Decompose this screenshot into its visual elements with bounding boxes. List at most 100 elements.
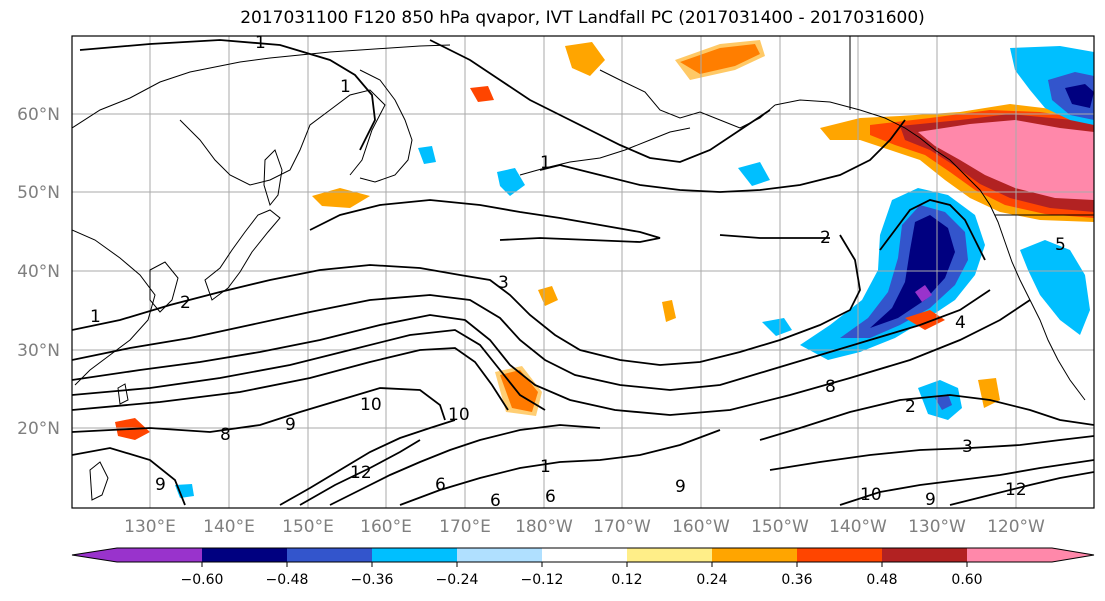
coast-okhotsk	[179, 89, 386, 186]
contour-8	[72, 329, 546, 411]
colorbar-segment	[202, 548, 287, 562]
lat-label: 60°N	[17, 105, 60, 125]
coast-kamchatka	[359, 69, 413, 183]
contour-label: 3	[962, 437, 973, 457]
contour-east-12	[949, 471, 1094, 506]
lon-label: 180°W	[515, 517, 573, 537]
colorbar-segment	[967, 548, 1052, 562]
lon-label: 160°W	[672, 517, 730, 537]
colorbar-tick-label: 0.24	[696, 572, 727, 588]
coast-alaska-south	[774, 99, 991, 206]
contour-1-north	[79, 39, 376, 151]
colorbar-segment	[797, 548, 882, 562]
colorbar-segment	[117, 548, 202, 562]
colorbar-tick-label: −0.60	[181, 572, 224, 588]
shade-bc-pink	[918, 120, 1094, 200]
contour-12	[279, 419, 456, 506]
shade-aleutian-orange	[565, 42, 605, 76]
lon-label: 120°W	[987, 517, 1045, 537]
coast-siberia	[72, 44, 451, 129]
colorbar-tick-label: 0.36	[781, 572, 812, 588]
contour-east-6	[759, 394, 1094, 441]
contour-label: 6	[435, 475, 446, 495]
contour-10-south	[299, 439, 421, 506]
colorbar-tick-label: 0.12	[611, 572, 642, 588]
coast-korea	[149, 261, 179, 313]
colorbar-tick-label: −0.36	[351, 572, 394, 588]
contour-alaska-1	[539, 119, 906, 193]
lon-label: 150°W	[751, 517, 809, 537]
colorbar-segment	[627, 548, 712, 562]
contour-label: 1	[540, 153, 551, 173]
colorbar-tick-label: −0.12	[521, 572, 564, 588]
colorbar-ticks	[201, 562, 968, 567]
contour-label: 1	[90, 307, 101, 327]
ivt-contours	[72, 39, 1094, 506]
lon-label: 170°W	[593, 517, 651, 537]
contour-label: 10	[448, 405, 470, 425]
contour-label: 2	[905, 397, 916, 417]
contour-label: 1	[340, 77, 351, 97]
latitude-axis: 60°N 50°N 40°N 30°N 20°N	[17, 105, 60, 439]
contour-label: 9	[285, 415, 296, 435]
shade-goa-purple	[915, 285, 932, 302]
contour-label: 6	[545, 487, 556, 507]
shade-kuril-orange	[312, 188, 370, 208]
contour-label: 10	[860, 485, 882, 505]
contour-label: 10	[360, 395, 382, 415]
contour-2-loop	[309, 199, 661, 243]
coast-japan	[204, 209, 281, 301]
lon-label: 140°E	[203, 517, 255, 537]
coastlines	[72, 36, 1094, 501]
contour-label: 2	[180, 293, 191, 313]
contour-6	[72, 299, 1031, 416]
colorbar-segment	[712, 548, 797, 562]
colorbar-tick-label: 0.48	[866, 572, 897, 588]
colorbar-segment	[372, 548, 457, 562]
map-title: 2017031100 F120 850 hPa qvapor, IVT Land…	[240, 8, 925, 28]
lon-label: 150°E	[282, 517, 334, 537]
contour-label: 12	[1005, 480, 1027, 500]
lon-label: 160°E	[360, 517, 412, 537]
contour-label: 3	[498, 273, 509, 293]
lat-label: 30°N	[17, 341, 60, 361]
longitude-axis: 130°E 140°E 150°E 160°E 170°E 180°W 170°…	[124, 517, 1045, 537]
shade-910-orange	[905, 310, 945, 330]
colorbar: −0.60 −0.48 −0.36 −0.24 −0.12 0.12 0.24 …	[71, 547, 1095, 588]
coast-china	[72, 229, 156, 386]
contour-label: 1	[255, 33, 266, 53]
colorbar-segment	[542, 548, 627, 562]
contour-label: 8	[220, 425, 231, 445]
shade-740-blue	[738, 162, 770, 186]
colorbar-segment	[457, 548, 542, 562]
lon-label: 170°E	[439, 517, 491, 537]
contour-label: 9	[925, 490, 936, 510]
contour-2-east	[719, 234, 830, 239]
contour-label-group: 1 1 1 1 1 2 2 2 3 3 4 5 6 6 6 8 8 9 9 9 …	[90, 33, 1066, 510]
contour-3	[72, 234, 861, 366]
map-frame	[71, 35, 1095, 509]
contour-label: 9	[155, 475, 166, 495]
lon-label: 130°E	[124, 517, 176, 537]
lat-label: 40°N	[17, 262, 60, 282]
shade-uswest-blue	[1020, 240, 1090, 335]
contour-label: 8	[825, 377, 836, 397]
lat-label: 50°N	[17, 183, 60, 203]
contour-label: 5	[1055, 235, 1066, 255]
lon-label: 130°W	[908, 517, 966, 537]
lat-label: 20°N	[17, 419, 60, 439]
shade-kamchatka-yellow	[675, 40, 765, 80]
contour-label: 4	[955, 313, 966, 333]
contour-wpac-9	[72, 447, 186, 506]
shade-540-orange	[538, 286, 558, 306]
shade-500-blue	[497, 168, 525, 196]
contour-10	[72, 387, 446, 433]
shade-665-orange	[662, 300, 676, 322]
shade-subtrop-navy	[935, 394, 952, 410]
coast-sakhalin	[263, 149, 283, 207]
shade-ne-darknavy	[1065, 84, 1094, 108]
shade-470-orange	[470, 86, 494, 102]
shade-770-blue	[762, 318, 792, 336]
colorbar-segment	[1052, 548, 1094, 562]
shade-420-blue	[418, 146, 436, 164]
